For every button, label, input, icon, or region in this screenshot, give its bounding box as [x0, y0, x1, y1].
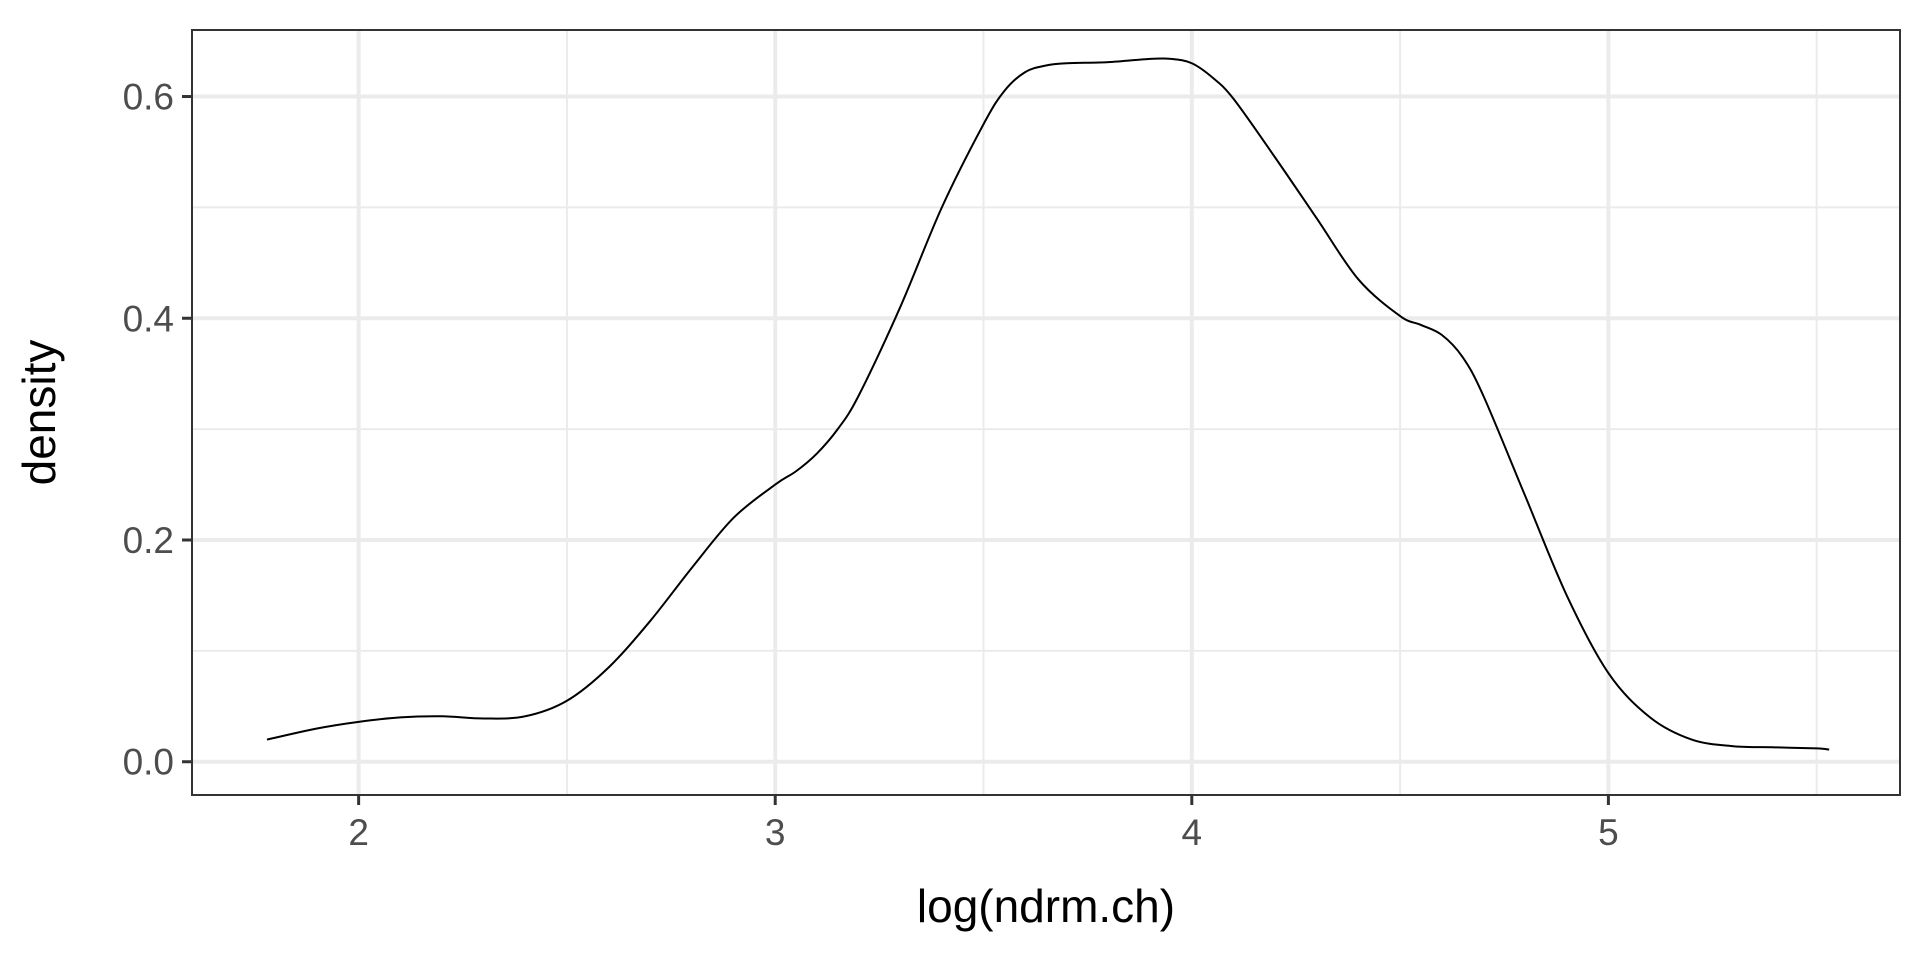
- major-gridlines: [192, 30, 1900, 795]
- x-axis-title: log(ndrm.ch): [917, 880, 1175, 932]
- x-tick-label: 2: [348, 812, 369, 853]
- y-tick-label: 0.0: [123, 742, 174, 783]
- minor-gridlines: [192, 30, 1900, 795]
- y-tick-label: 0.4: [123, 298, 174, 339]
- y-tick-label: 0.2: [123, 520, 174, 561]
- y-axis: 0.0 0.2 0.4 0.6: [123, 77, 192, 783]
- x-tick-label: 4: [1182, 812, 1203, 853]
- density-series: [266, 57, 1830, 751]
- x-tick-label: 3: [765, 812, 786, 853]
- panel-border: [191, 29, 1901, 796]
- x-axis: 2 3 4 5: [348, 795, 1619, 853]
- density-line: [266, 57, 1830, 751]
- y-tick-label: 0.6: [123, 77, 174, 118]
- y-axis-title: density: [13, 340, 65, 486]
- x-tick-label: 5: [1598, 812, 1619, 853]
